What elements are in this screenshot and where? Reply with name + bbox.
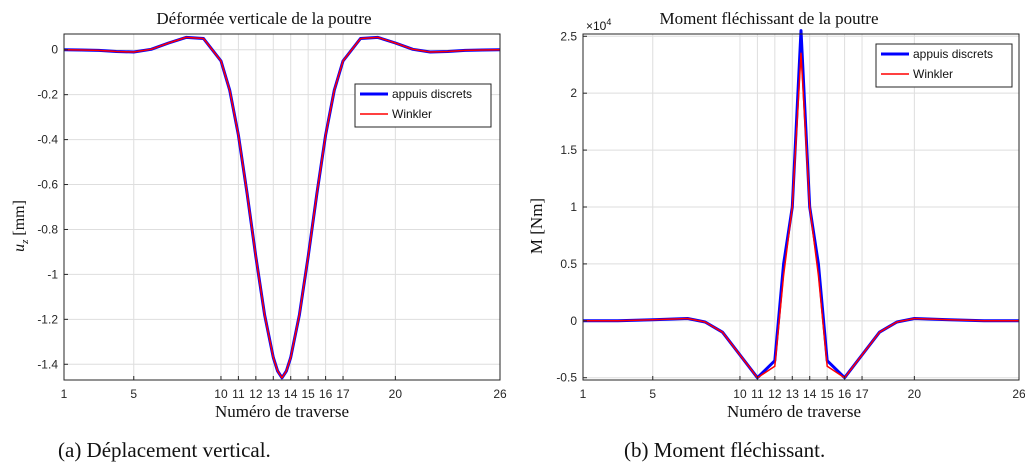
- chart-moment: Moment fléchissant de la poutre 1 5 10 11 12…: [527, 9, 1025, 421]
- legend: appuis discrets Winkler: [875, 43, 1013, 88]
- x-tick-label: 15: [820, 387, 834, 401]
- chart-displacement: Déformée verticale de la poutre 1 5 10 11 12…: [11, 9, 507, 421]
- x-tick-label: 12: [768, 387, 782, 401]
- legend-label-appuis: appuis discrets: [913, 47, 993, 61]
- legend-label-winkler: Winkler: [392, 107, 432, 121]
- caption-b: (b) Moment fléchissant.: [624, 438, 826, 462]
- legend-label-winkler: Winkler: [913, 67, 953, 81]
- x-tick-label: 1: [61, 387, 68, 401]
- plot-frame: [63, 33, 501, 381]
- x-tick-label: 20: [908, 387, 922, 401]
- y-tick-label: 2.5: [560, 29, 577, 43]
- x-tick-label: 16: [319, 387, 333, 401]
- x-tick-label: 17: [336, 387, 350, 401]
- x-tick-label: 26: [1012, 387, 1025, 401]
- x-tick-label: 20: [389, 387, 403, 401]
- plot-frame: [582, 33, 1020, 381]
- y-tick-label: 2: [570, 86, 577, 100]
- y-axis-label: uz [mm]: [11, 200, 31, 252]
- y-tick-label: 0: [51, 43, 58, 57]
- x-tick-label: 17: [855, 387, 869, 401]
- y-tick-label: 0: [570, 314, 577, 328]
- y-tick-label: 1: [570, 200, 577, 214]
- x-tick-label: 12: [249, 387, 263, 401]
- x-axis-label: Numéro de traverse: [215, 402, 349, 421]
- x-tick-label: 14: [284, 387, 298, 401]
- y-tick-label: 0.5: [560, 257, 577, 271]
- x-tick-label: 5: [130, 387, 137, 401]
- x-tick-label: 16: [838, 387, 852, 401]
- y-tick-label: -0.6: [37, 178, 58, 192]
- chart-title: Déformée verticale de la poutre: [156, 9, 371, 28]
- x-tick-label: 10: [214, 387, 228, 401]
- x-tick-label: 26: [493, 387, 507, 401]
- series-line-winkler: [583, 52, 1019, 379]
- x-tick-label: 13: [267, 387, 281, 401]
- y-tick-label: -1.4: [37, 357, 58, 371]
- exponent-label: ×104: [586, 17, 611, 33]
- y-tick-label: -0.2: [37, 88, 58, 102]
- y-tick-label: -1: [47, 267, 58, 281]
- x-tick-label: 10: [733, 387, 747, 401]
- legend-box: [875, 43, 1013, 88]
- caption-a: (a) Déplacement vertical.: [58, 438, 271, 462]
- y-tick-label: -0.4: [37, 133, 58, 147]
- x-tick-label: 14: [803, 387, 817, 401]
- y-tick-label: -0.8: [37, 222, 58, 236]
- y-tick-label: 1.5: [560, 143, 577, 157]
- y-axis-label: M [Nm]: [527, 198, 546, 254]
- x-tick-label: 15: [301, 387, 315, 401]
- chart-title: Moment fléchissant de la poutre: [659, 9, 878, 28]
- y-tick-label: -1.2: [37, 312, 58, 326]
- x-tick-label: 11: [751, 387, 764, 401]
- series-line-winkler: [63, 36, 501, 379]
- legend-box: [354, 83, 492, 128]
- legend-label-appuis: appuis discrets: [392, 87, 472, 101]
- x-tick-label: 13: [786, 387, 800, 401]
- y-tick-label: -0.5: [556, 371, 577, 385]
- x-tick-label: 1: [580, 387, 587, 401]
- x-tick-label: 11: [232, 387, 245, 401]
- x-axis-label: Numéro de traverse: [727, 402, 861, 421]
- x-tick-label: 5: [649, 387, 656, 401]
- legend: appuis discrets Winkler: [354, 83, 492, 128]
